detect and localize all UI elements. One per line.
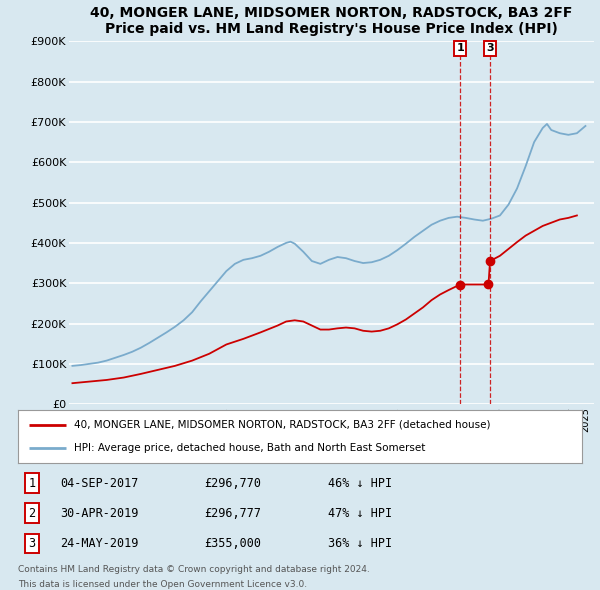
Text: 3: 3 xyxy=(29,537,35,550)
Text: 46% ↓ HPI: 46% ↓ HPI xyxy=(328,477,392,490)
Text: 36% ↓ HPI: 36% ↓ HPI xyxy=(328,537,392,550)
Text: 04-SEP-2017: 04-SEP-2017 xyxy=(60,477,139,490)
Text: 2: 2 xyxy=(29,507,35,520)
Text: 47% ↓ HPI: 47% ↓ HPI xyxy=(328,507,392,520)
Text: 1: 1 xyxy=(29,477,35,490)
Text: £355,000: £355,000 xyxy=(204,537,261,550)
Title: 40, MONGER LANE, MIDSOMER NORTON, RADSTOCK, BA3 2FF
Price paid vs. HM Land Regis: 40, MONGER LANE, MIDSOMER NORTON, RADSTO… xyxy=(91,6,572,36)
Text: Contains HM Land Registry data © Crown copyright and database right 2024.: Contains HM Land Registry data © Crown c… xyxy=(18,565,370,574)
Text: 1: 1 xyxy=(456,43,464,53)
Text: 30-APR-2019: 30-APR-2019 xyxy=(60,507,139,520)
Text: This data is licensed under the Open Government Licence v3.0.: This data is licensed under the Open Gov… xyxy=(18,579,307,589)
Text: £296,777: £296,777 xyxy=(204,507,261,520)
Text: £296,770: £296,770 xyxy=(204,477,261,490)
Text: HPI: Average price, detached house, Bath and North East Somerset: HPI: Average price, detached house, Bath… xyxy=(74,443,426,453)
Text: 3: 3 xyxy=(486,43,494,53)
Text: 40, MONGER LANE, MIDSOMER NORTON, RADSTOCK, BA3 2FF (detached house): 40, MONGER LANE, MIDSOMER NORTON, RADSTO… xyxy=(74,420,491,430)
Text: 24-MAY-2019: 24-MAY-2019 xyxy=(60,537,139,550)
